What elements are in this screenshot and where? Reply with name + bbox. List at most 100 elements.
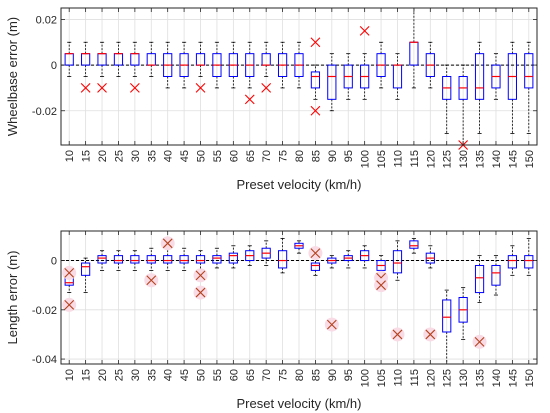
wheelbase-xtick-label: 10	[64, 150, 76, 162]
wheelbase-outlier-marker	[261, 83, 272, 93]
length-xtick-label: 50	[196, 369, 208, 381]
length-box	[130, 255, 140, 264]
length-box	[474, 264, 485, 294]
length-box	[442, 299, 452, 333]
wheelbase-outlier-marker	[310, 37, 321, 48]
wheelbase-xtick-label: 65	[245, 150, 257, 162]
length-x-axis-label: Preset velocity (km/h)	[237, 396, 362, 411]
length-outlier-marker	[376, 280, 386, 291]
wheelbase-xtick-label: 55	[212, 150, 224, 162]
length-xtick-label: 135	[475, 369, 487, 387]
length-box	[212, 255, 222, 264]
wheelbase-ytick-label: -0.02	[32, 106, 57, 118]
wheelbase-xtick-label: 30	[130, 150, 142, 162]
length-box	[81, 262, 91, 276]
length-xtick-label: 150	[524, 369, 536, 387]
length-box	[97, 255, 107, 264]
length-xtick-label: 25	[113, 369, 125, 381]
wheelbase-xtick-label: 105	[376, 150, 388, 168]
wheelbase-outlier-marker	[195, 83, 206, 93]
wheelbase-xtick-label: 60	[228, 150, 240, 162]
wheelbase-xtick-label: 135	[475, 150, 487, 168]
length-xtick-label: 125	[442, 369, 454, 387]
wheelbase-outlier-marker	[129, 83, 140, 93]
length-ytick-label: 0	[51, 256, 57, 268]
length-box	[163, 255, 173, 264]
wheelbase-xtick-label: 15	[81, 150, 93, 162]
length-box	[228, 252, 238, 264]
length-box	[491, 264, 501, 286]
length-xtick-label: 30	[130, 369, 142, 381]
length-outlier-marker	[474, 336, 485, 347]
length-box	[310, 262, 321, 271]
length-outlier-marker	[326, 319, 337, 330]
length-xtick-label: 130	[458, 369, 470, 387]
length-xtick-label: 105	[376, 369, 388, 387]
length-xtick-label: 80	[294, 369, 306, 381]
length-xtick-label: 55	[212, 369, 224, 381]
length-xtick-label: 100	[360, 369, 372, 387]
wheelbase-xtick-label: 85	[310, 150, 322, 162]
length-xtick-label: 95	[343, 369, 355, 381]
wheelbase-y-axis-label: Wheelbase error (m)	[5, 17, 20, 136]
wheelbase-x-axis-label: Preset velocity (km/h)	[237, 177, 362, 192]
length-box	[409, 240, 419, 249]
length-ytick-label: -0.04	[32, 354, 57, 366]
wheelbase-xtick-label: 45	[179, 150, 191, 162]
length-outlier-marker	[146, 275, 157, 286]
wheelbase-outlier-marker	[310, 105, 321, 116]
length-xtick-label: 145	[507, 369, 519, 387]
wheelbase-xtick-label: 35	[146, 150, 158, 162]
wheelbase-xtick-label: 110	[392, 150, 404, 168]
wheelbase-xtick-label: 75	[278, 150, 290, 162]
length-outlier-marker	[195, 287, 206, 298]
wheelbase-box	[474, 53, 485, 100]
length-y-axis-label: Length error (m)	[5, 251, 20, 345]
wheelbase-xtick-label: 130	[458, 150, 470, 168]
wheelbase-outlier-marker	[80, 83, 91, 93]
length-outlier-marker	[64, 300, 75, 310]
length-ytick-label: -0.02	[32, 305, 57, 317]
length-outlier-marker	[195, 270, 206, 281]
wheelbase-xtick-label: 40	[163, 150, 175, 162]
length-outlier-marker	[425, 329, 436, 340]
length-box	[146, 255, 156, 264]
length-xtick-label: 20	[97, 369, 109, 381]
wheelbase-box	[327, 64, 337, 100]
wheelbase-xtick-label: 25	[113, 150, 125, 162]
length-box	[179, 255, 189, 264]
length-xtick-label: 15	[81, 369, 93, 381]
wheelbase-outlier-marker	[244, 94, 255, 105]
length-box	[113, 255, 124, 264]
wheelbase-xtick-label: 20	[97, 150, 109, 162]
wheelbase-xtick-label: 140	[491, 150, 503, 168]
wheelbase-ytick-label: 0.02	[36, 14, 57, 26]
wheelbase-outlier-marker	[359, 25, 370, 36]
length-xtick-label: 140	[491, 369, 503, 387]
wheelbase-xtick-label: 150	[524, 150, 536, 168]
wheelbase-xtick-label: 145	[507, 150, 519, 168]
length-box	[195, 255, 206, 264]
length-box	[524, 255, 534, 269]
length-xtick-label: 35	[146, 369, 158, 381]
wheelbase-xtick-label: 95	[343, 150, 355, 162]
wheelbase-xtick-label: 120	[425, 150, 437, 168]
length-xtick-label: 70	[261, 369, 273, 381]
wheelbase-xtick-label: 125	[442, 150, 454, 168]
wheelbase-xtick-label: 115	[409, 150, 421, 168]
length-outlier-marker	[64, 267, 75, 278]
length-xtick-label: 45	[179, 369, 191, 381]
wheelbase-box	[524, 53, 534, 89]
length-xtick-label: 75	[278, 369, 290, 381]
length-xtick-label: 120	[425, 369, 437, 387]
wheelbase-xtick-label: 70	[261, 150, 273, 162]
length-xtick-label: 110	[392, 369, 404, 387]
length-xtick-label: 10	[64, 369, 76, 381]
wheelbase-box	[310, 71, 321, 89]
wheelbase-xtick-label: 50	[196, 150, 208, 162]
length-box	[507, 255, 517, 269]
length-box	[277, 250, 288, 269]
wheelbase-xtick-label: 100	[360, 150, 372, 168]
wheelbase-xtick-label: 90	[327, 150, 339, 162]
